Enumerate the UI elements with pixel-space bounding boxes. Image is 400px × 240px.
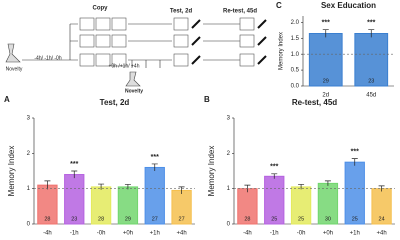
chart-title: Re-test, 45d	[292, 98, 337, 107]
test-cages	[173, 17, 201, 67]
y-tick-label: 0.0	[291, 84, 300, 90]
error-bar	[351, 158, 358, 166]
n-label: 25	[298, 216, 304, 222]
n-label: 27	[179, 216, 185, 222]
y-tick-label: 1.5	[291, 36, 300, 42]
error-bar	[271, 173, 278, 179]
x-tick-label: -0h	[297, 231, 306, 237]
x-tick-label: -1h	[270, 231, 279, 237]
x-tick-label: +1h	[150, 231, 160, 237]
novelty-icon	[125, 71, 141, 87]
y-tick-label: 0.5	[291, 68, 300, 74]
panel-letter: B	[204, 95, 210, 104]
x-tick-label: +4h	[176, 231, 186, 237]
x-tick-label: +1h	[350, 231, 360, 237]
x-tick-label: -4h	[243, 231, 252, 237]
error-bar	[151, 163, 158, 171]
x-tick-label: +0h	[123, 231, 133, 237]
chart-title: Test, 2d	[100, 98, 130, 107]
diagram-label: +0h /+1h/ +4h	[108, 63, 139, 69]
error-bar	[178, 186, 185, 194]
diagram-label: -4h/ -1h/ -0h	[34, 55, 61, 61]
error-bar	[298, 184, 305, 190]
significance-label: ***	[322, 20, 330, 27]
significance-label: ***	[270, 164, 278, 171]
error-bar	[44, 180, 51, 190]
panel-letter: C	[276, 1, 282, 10]
n-label: 30	[325, 216, 331, 222]
significance-label: ***	[367, 20, 375, 27]
retest-cages	[239, 17, 267, 67]
error-bar	[322, 29, 329, 38]
x-tick-label: -4h	[43, 231, 52, 237]
y-tick-label: 0	[27, 222, 31, 228]
y-tick-label: 1	[27, 186, 31, 192]
n-label: 25	[352, 216, 358, 222]
y-tick-label: 0	[227, 222, 231, 228]
connector	[22, 23, 78, 61]
bar	[344, 161, 365, 225]
copy-cages	[79, 17, 127, 67]
significance-label: ***	[351, 148, 359, 155]
error-bar	[324, 180, 331, 186]
x-tick-label: 2d	[322, 93, 329, 99]
y-tick-label: 3	[27, 116, 31, 122]
n-label: 28	[98, 216, 104, 222]
bar	[308, 33, 343, 87]
error-bar	[368, 29, 375, 38]
diagram-label: Novelty	[125, 88, 143, 94]
error-bar	[378, 185, 385, 192]
n-label: 23	[71, 216, 77, 222]
n-label: 29	[323, 78, 329, 84]
x-tick-label: 45d	[366, 93, 376, 99]
significance-label: ***	[151, 154, 159, 161]
diagram-label: Novelty	[6, 66, 23, 72]
chart-title: Sex Education	[321, 1, 376, 10]
y-tick-label: 3	[227, 116, 231, 122]
y-axis-label: Memory Index	[279, 32, 285, 70]
error-bar	[71, 170, 78, 179]
protocol-diagram: Novelty -4h/ -1h/ -0h Copy +0h /+1h/ +4h…	[5, 6, 267, 94]
panel-letter: A	[4, 95, 10, 104]
connector	[128, 23, 172, 68]
y-tick-label: 1.0	[291, 52, 300, 58]
y-axis-label: Memory Index	[207, 146, 216, 197]
n-label: 29	[125, 216, 131, 222]
y-tick-label: 2	[27, 151, 31, 157]
bar	[354, 33, 389, 87]
y-tick-label: 1	[227, 186, 231, 192]
y-tick-label: 2.0	[291, 20, 300, 26]
diagram-label: Copy	[93, 6, 109, 12]
x-tick-label: +4h	[376, 231, 386, 237]
y-tick-label: 2	[227, 151, 231, 157]
x-tick-label: -0h	[97, 231, 106, 237]
n-label: 23	[368, 78, 374, 84]
connector	[203, 23, 240, 61]
diagram-label: Re-test, 45d	[223, 9, 257, 15]
error-bar	[98, 183, 105, 190]
x-tick-label: +0h	[323, 231, 333, 237]
significance-label: ***	[70, 161, 78, 168]
n-label: 28	[244, 216, 250, 222]
novelty-icon	[5, 43, 21, 63]
n-label: 25	[271, 216, 277, 222]
n-label: 24	[379, 216, 385, 222]
n-label: 27	[152, 216, 158, 222]
y-axis-label: Memory Index	[7, 146, 16, 197]
x-tick-label: -1h	[70, 231, 79, 237]
n-label: 28	[44, 216, 50, 222]
diagram-label: Test, 2d	[170, 9, 193, 15]
